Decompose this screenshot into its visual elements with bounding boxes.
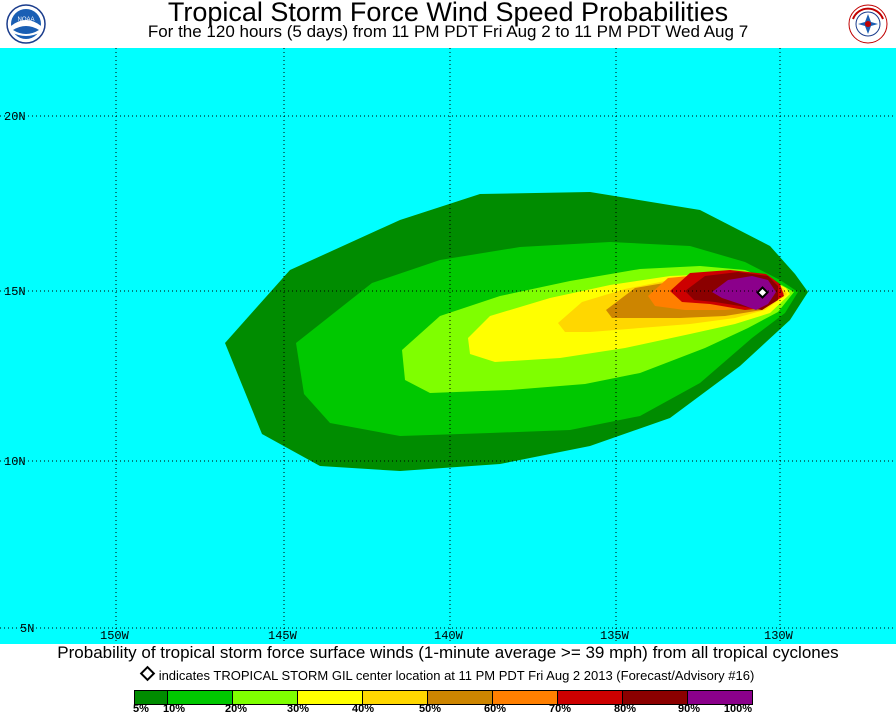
contour-90pct <box>712 276 776 310</box>
lat-label-10n: 10N <box>4 455 26 469</box>
legend-label: 30% <box>286 703 310 715</box>
legend-swatch-70 <box>558 691 623 704</box>
legend-swatch-20 <box>233 691 298 704</box>
lon-label-135w: 135W <box>600 629 630 643</box>
storm-marker-key-icon <box>139 665 155 682</box>
legend-swatch-5 <box>135 691 168 704</box>
grid-lines <box>0 48 896 644</box>
map-title: Tropical Storm Force Wind Speed Probabil… <box>167 0 729 27</box>
legend-label: 10% <box>162 703 186 715</box>
noaa-logo-icon: NOAA <box>6 4 46 44</box>
legend-labels: 5% 10% 20% 30% 40% 50% 60% 70% 80% 90% 1… <box>0 703 896 716</box>
lat-label-20n: 20N <box>4 110 26 124</box>
noaa-logo-text: NOAA <box>17 17 34 23</box>
lat-label-15n: 15N <box>4 285 26 299</box>
legend-label: 90% <box>677 703 701 715</box>
legend-label: 20% <box>224 703 248 715</box>
storm-location-note: indicates TROPICAL STORM GIL center loca… <box>0 665 896 684</box>
lon-label-130w: 130W <box>764 629 794 643</box>
storm-location-text: indicates TROPICAL STORM GIL center loca… <box>158 668 755 683</box>
nws-logo-icon <box>848 4 888 44</box>
legend-swatch-60 <box>493 691 558 704</box>
legend-swatch-30 <box>298 691 363 704</box>
legend-label: 60% <box>483 703 507 715</box>
legend-swatch-40 <box>363 691 428 704</box>
legend-swatch-50 <box>428 691 493 704</box>
lat-label-5n: 5N <box>20 622 34 636</box>
legend-swatch-90 <box>688 691 752 704</box>
legend-label: 80% <box>613 703 637 715</box>
legend-label: 50% <box>418 703 442 715</box>
probability-map: 20N 15N 10N 5N 150W 145W 140W 135W 130W <box>0 48 896 644</box>
legend-swatch-10 <box>168 691 233 704</box>
map-subtitle: For the 120 hours (5 days) from 11 PM PD… <box>147 22 749 41</box>
storm-center-marker <box>756 286 769 299</box>
probability-legend <box>134 690 753 705</box>
legend-label: 40% <box>351 703 375 715</box>
legend-label: 5% <box>133 703 149 715</box>
lon-label-150w: 150W <box>100 629 130 643</box>
legend-swatch-80 <box>623 691 688 704</box>
lon-label-145w: 145W <box>268 629 298 643</box>
legend-label: 100% <box>723 703 753 715</box>
lon-label-140w: 140W <box>434 629 464 643</box>
map-caption: Probability of tropical storm force surf… <box>57 643 839 662</box>
legend-label: 70% <box>548 703 572 715</box>
